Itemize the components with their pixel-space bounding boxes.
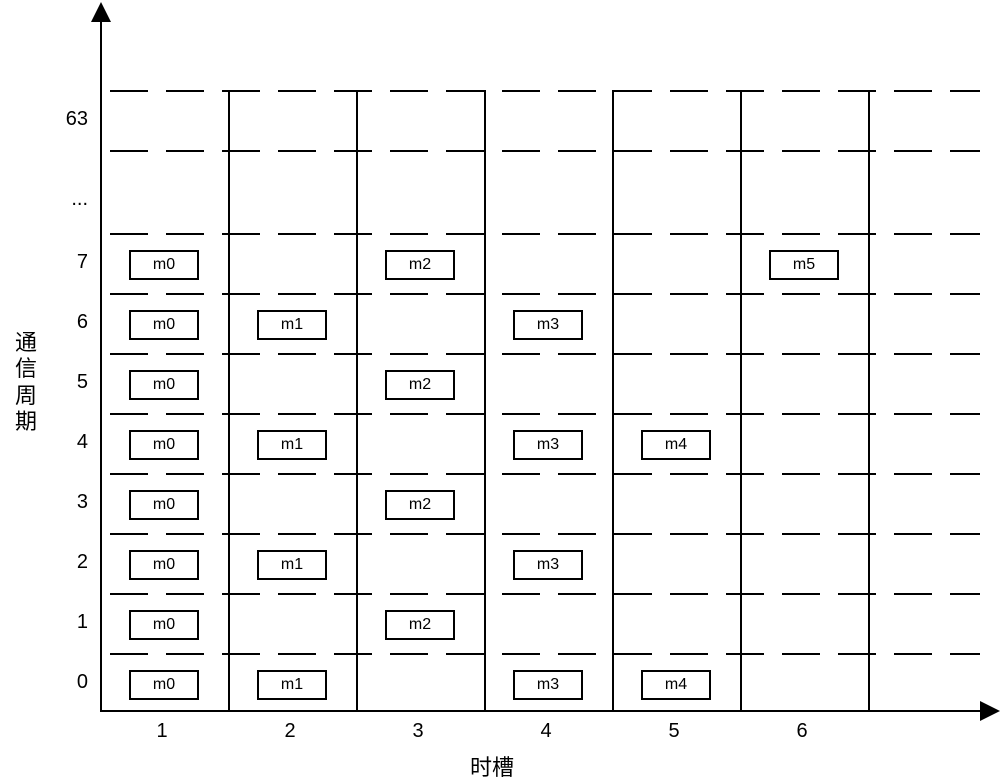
y-tick-label: 63 [48, 108, 88, 131]
x-tick-label: 4 [526, 720, 566, 743]
message-box: m4 [641, 430, 711, 460]
row-line [100, 150, 980, 152]
message-box: m1 [257, 430, 327, 460]
row-line [100, 593, 980, 595]
message-box: m2 [385, 610, 455, 640]
y-tick-label: 5 [48, 371, 88, 394]
message-box: m1 [257, 310, 327, 340]
x-axis-arrow [980, 701, 1000, 721]
y-tick-label: 3 [48, 491, 88, 514]
y-axis-label: 通信周期 [14, 330, 38, 436]
message-box: m3 [513, 430, 583, 460]
message-box: m0 [129, 550, 199, 580]
x-tick-label: 1 [142, 720, 182, 743]
message-box: m0 [129, 490, 199, 520]
message-box: m0 [129, 250, 199, 280]
row-line [100, 413, 980, 415]
y-tick-label: ... [48, 188, 88, 211]
message-box: m3 [513, 550, 583, 580]
y-tick-label: 0 [48, 671, 88, 694]
message-box: m1 [257, 670, 327, 700]
message-box: m1 [257, 550, 327, 580]
y-tick-label: 2 [48, 551, 88, 574]
row-line [100, 353, 980, 355]
row-line [100, 653, 980, 655]
message-box: m4 [641, 670, 711, 700]
schedule-chart: 0 1 2 3 4 5 6 7... 63 1 2 3 4 5 6 通信周期时槽 m0 m0 m0 m0 m0 m0 m0 m… [0, 0, 1000, 782]
row-line [100, 473, 980, 475]
column-line [484, 90, 486, 710]
message-box: m0 [129, 370, 199, 400]
message-box: m0 [129, 610, 199, 640]
message-box: m2 [385, 490, 455, 520]
message-box: m0 [129, 670, 199, 700]
message-box: m2 [385, 250, 455, 280]
row-line [100, 233, 980, 235]
y-tick-label: 4 [48, 431, 88, 454]
message-box: m5 [769, 250, 839, 280]
x-tick-label: 5 [654, 720, 694, 743]
y-tick-label: 1 [48, 611, 88, 634]
message-box: m0 [129, 430, 199, 460]
x-tick-label: 2 [270, 720, 310, 743]
x-tick-label: 3 [398, 720, 438, 743]
x-axis-label: 时槽 [470, 750, 514, 782]
y-axis-arrow [91, 2, 111, 22]
message-box: m3 [513, 310, 583, 340]
column-line [228, 90, 230, 710]
column-line [740, 90, 742, 710]
row-line [100, 90, 980, 92]
message-box: m3 [513, 670, 583, 700]
message-box: m2 [385, 370, 455, 400]
row-line [100, 533, 980, 535]
x-tick-label: 6 [782, 720, 822, 743]
row-line [100, 293, 980, 295]
column-line [612, 90, 614, 710]
message-box: m0 [129, 310, 199, 340]
column-line [868, 90, 870, 710]
y-tick-label: 6 [48, 311, 88, 334]
column-line [356, 90, 358, 710]
y-tick-label: 7 [48, 251, 88, 274]
